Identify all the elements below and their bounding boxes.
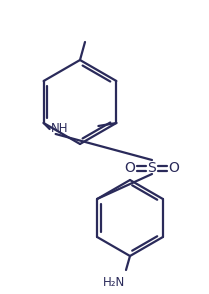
Text: H₂N: H₂N [103,276,125,289]
Text: S: S [148,161,156,175]
Text: NH: NH [51,121,68,134]
Text: O: O [169,161,180,175]
Text: O: O [125,161,135,175]
